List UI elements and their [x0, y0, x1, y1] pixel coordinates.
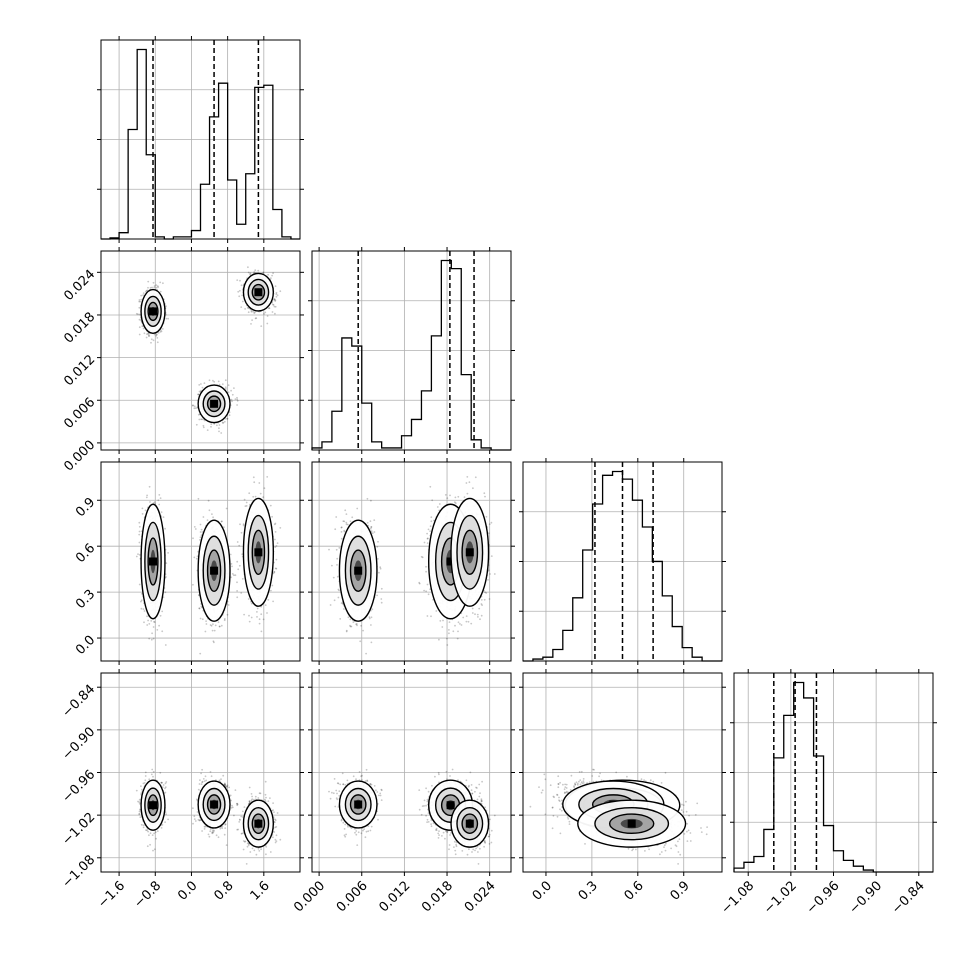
y-tick-label-p2: 0.018: [61, 310, 98, 347]
x-tick-label-p4: −0.96: [804, 878, 843, 917]
density-peak: [210, 800, 219, 809]
y-tick-label-p4: −1.08: [60, 852, 99, 891]
density-peak: [465, 819, 474, 828]
y-tick-label-p2: 0.012: [61, 352, 98, 389]
density-peak: [254, 548, 263, 557]
y-tick-label-p4: −0.90: [60, 725, 99, 764]
density-peak: [354, 566, 363, 575]
x-tick-label-p4: −1.02: [761, 878, 800, 917]
x-tick-label-p4: −0.84: [889, 878, 928, 917]
x-tick-label-p2: 0.000: [291, 878, 328, 915]
y-tick-label-p2: 0.006: [61, 395, 98, 432]
scatter-panel-p3-p4: [519, 669, 726, 876]
x-tick-label-p3: 0.6: [622, 878, 647, 903]
y-tick-label-p4: −0.84: [60, 682, 99, 721]
y-tick-label-p2: 0.024: [61, 267, 98, 304]
x-tick-label-p3: 0.3: [576, 878, 601, 903]
density-peak: [446, 801, 455, 810]
x-tick-label-p1: 0.8: [211, 878, 236, 903]
x-tick-label-p1: 0.0: [175, 878, 200, 903]
x-tick-label-p1: −0.8: [131, 878, 164, 911]
panel-frame: [100, 250, 301, 451]
panel-frame: [100, 461, 301, 662]
hist-step-line: [101, 48, 300, 240]
hist-panel-p3: [519, 458, 726, 665]
y-tick-label-p4: −0.96: [60, 767, 99, 806]
scatter-panel-p2-p4: [308, 669, 515, 876]
scatter-panel-p2-p3: [308, 458, 515, 665]
x-tick-label-p3: 0.0: [530, 878, 555, 903]
hist-step-line: [311, 259, 511, 451]
density-peak: [149, 307, 158, 316]
density-peak: [465, 548, 474, 557]
density-peak: [254, 819, 263, 828]
x-tick-label-p3: 0.9: [668, 878, 693, 903]
x-tick-label-p2: 0.018: [419, 878, 456, 915]
hist-panel-p2: [308, 247, 515, 454]
density-peak: [149, 557, 158, 566]
y-tick-label-p3: 0.9: [73, 495, 98, 520]
density-peak: [210, 566, 219, 575]
density-peak: [210, 399, 219, 408]
density-peak: [254, 288, 263, 297]
y-tick-label-p4: −1.02: [60, 810, 99, 849]
hist-panel-p4: [730, 669, 937, 876]
y-tick-label-p3: 0.0: [73, 633, 98, 658]
x-tick-label-p1: 1.6: [248, 878, 273, 903]
x-tick-label-p2: 0.006: [334, 878, 371, 915]
scatter-panel-p1-p3: [97, 458, 304, 665]
density-peak: [627, 819, 636, 828]
y-tick-label-p2: 0.000: [61, 438, 98, 475]
scatter-panel-p1-p2: [97, 247, 304, 454]
x-tick-label-p4: −1.08: [718, 878, 757, 917]
x-tick-label-p2: 0.012: [377, 878, 414, 915]
y-tick-label-p3: 0.6: [73, 541, 98, 566]
panel-frame: [311, 461, 512, 662]
x-tick-label-p4: −0.90: [846, 878, 885, 917]
density-peak: [354, 800, 363, 809]
x-tick-label-p1: −1.6: [95, 878, 128, 911]
hist-panel-p1: [97, 36, 304, 243]
x-tick-label-p2: 0.024: [462, 878, 499, 915]
y-tick-label-p3: 0.3: [73, 587, 98, 612]
scatter-panel-p1-p4: [97, 669, 304, 876]
density-peak: [149, 801, 158, 810]
